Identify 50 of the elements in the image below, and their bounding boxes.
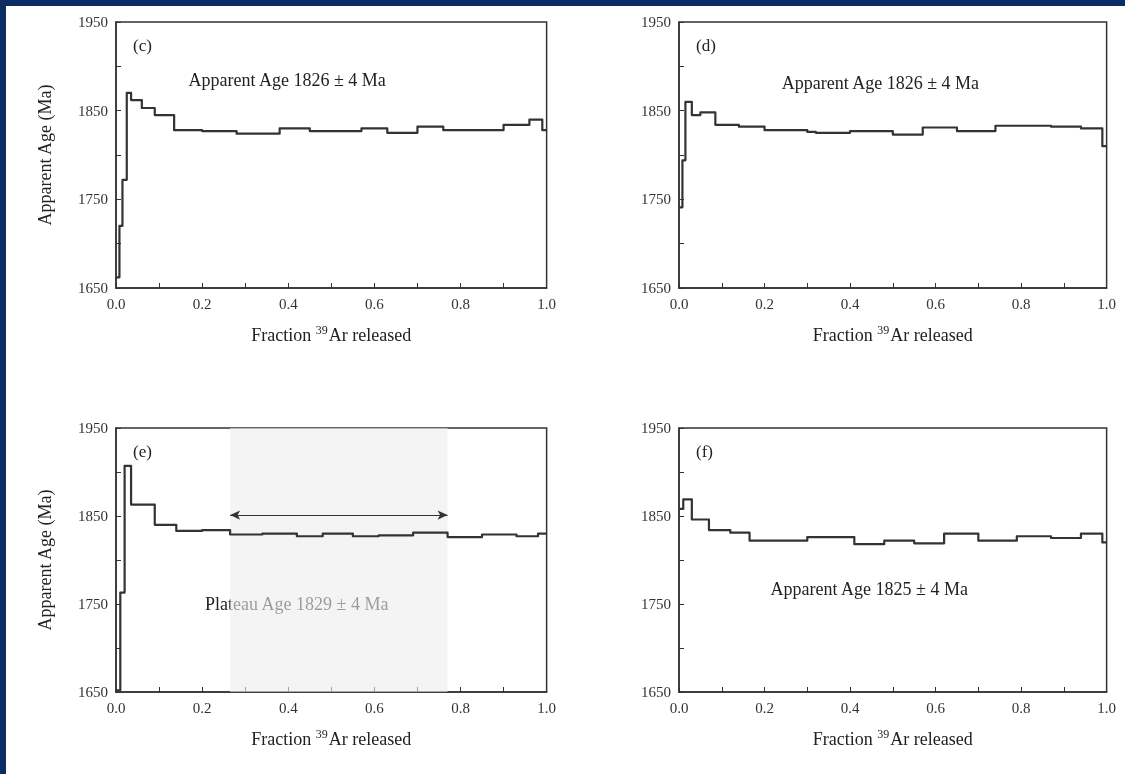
x-tick-label: 0.4 xyxy=(278,699,299,716)
x-tick-label: 0.8 xyxy=(451,295,470,312)
y-tick-label: 1650 xyxy=(641,684,671,700)
y-tick-label: 1950 xyxy=(78,14,108,30)
y-tick-label: 1650 xyxy=(641,280,671,296)
annotation: Apparent Age 1826 ± 4 Ma xyxy=(188,69,386,90)
y-tick-label: 1750 xyxy=(641,191,671,208)
y-tick-label: 1950 xyxy=(641,14,671,30)
x-tick-label: 0.8 xyxy=(451,699,470,716)
annotation: Apparent Age 1826 ± 4 Ma xyxy=(781,73,980,94)
x-tick-label: 0.8 xyxy=(1011,699,1031,716)
y-tick-label: 1750 xyxy=(78,191,108,208)
annotation: Apparent Age 1825 ± 4 Ma xyxy=(770,579,968,599)
x-tick-label: 0.6 xyxy=(926,699,946,716)
text: (d) xyxy=(696,36,716,55)
x-tick-label: 0.0 xyxy=(669,295,689,312)
x-tick-label: 0.6 xyxy=(926,295,946,312)
x-tick-label: 0.8 xyxy=(1011,295,1031,312)
y-tick-label: 1750 xyxy=(641,596,671,612)
y-tick-label: 1850 xyxy=(78,508,108,524)
x-tick-label: 1.0 xyxy=(1097,699,1116,716)
y-axis-title: Apparent Age (Ma) xyxy=(35,84,56,226)
y-tick-label: 1650 xyxy=(78,684,108,700)
x-tick-label: 0.2 xyxy=(192,295,212,312)
x-tick-label: 0.2 xyxy=(192,699,212,716)
x-tick-label: 0.0 xyxy=(106,295,126,312)
x-tick-label: 0.2 xyxy=(755,699,774,716)
x-tick-label: 0.4 xyxy=(840,295,860,312)
x-tick-label: 1.0 xyxy=(1097,295,1116,312)
y-tick-label: 1850 xyxy=(641,102,671,119)
text: (e) xyxy=(133,442,152,461)
y-tick-label: 1650 xyxy=(78,280,108,296)
x-tick-label: 0.2 xyxy=(755,295,774,312)
y-tick-label: 1750 xyxy=(78,596,108,612)
text: (c) xyxy=(133,36,152,55)
x-tick-label: 1.0 xyxy=(537,295,556,312)
x-tick-label: 1.0 xyxy=(537,699,556,716)
x-tick-label: 0.6 xyxy=(365,699,385,716)
x-tick-label: 0.6 xyxy=(365,295,385,312)
x-tick-label: 0.4 xyxy=(278,295,299,312)
y-tick-label: 1850 xyxy=(78,102,108,119)
y-tick-label: 1950 xyxy=(78,420,108,436)
y-tick-label: 1850 xyxy=(641,508,671,524)
band-label: Plateau Age 1829 ± 4 Ma xyxy=(205,594,389,615)
y-axis-title: Apparent Age (Ma) xyxy=(35,489,56,631)
text: (f) xyxy=(696,442,713,461)
x-tick-label: 0.4 xyxy=(840,699,860,716)
x-tick-label: 0.0 xyxy=(106,699,126,716)
y-tick-label: 1950 xyxy=(641,420,671,436)
x-tick-label: 0.0 xyxy=(669,699,689,716)
